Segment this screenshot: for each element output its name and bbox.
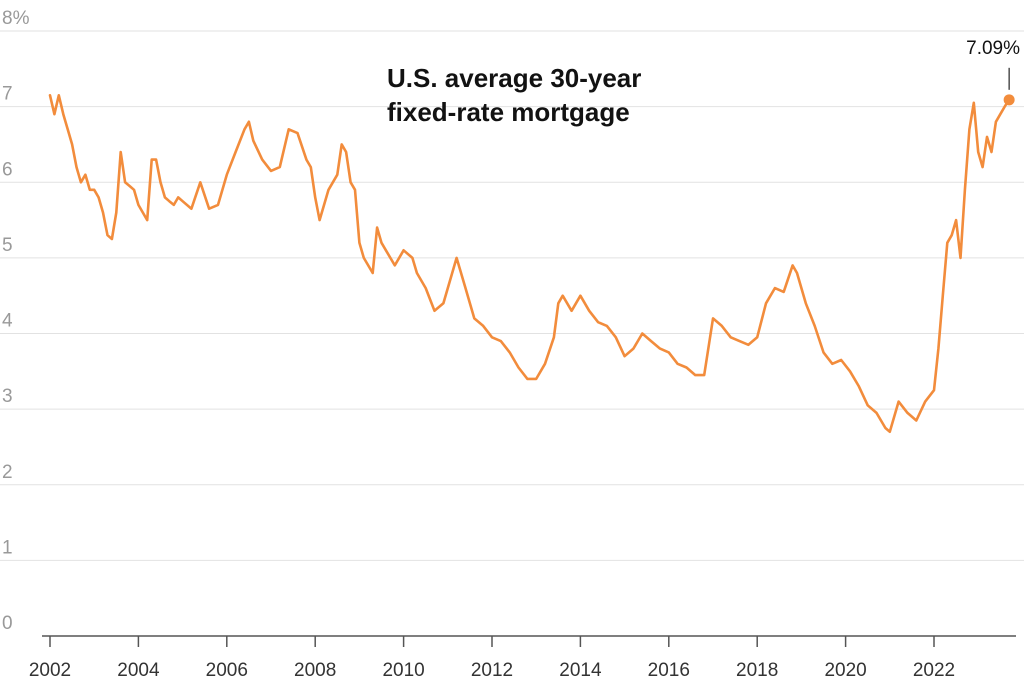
- y-tick-label: 3: [2, 386, 13, 407]
- y-axis-labels: 0 1 2 3 4 5 6 7 8%: [2, 8, 30, 634]
- y-tick-label: 5: [2, 235, 13, 256]
- y-tick-label: 6: [2, 159, 13, 180]
- x-tick-label: 2002: [29, 660, 71, 681]
- x-tick-label: 2020: [824, 660, 866, 681]
- x-tick-label: 2014: [559, 660, 602, 681]
- x-tick-label: 2006: [206, 660, 248, 681]
- y-tick-label: 0: [2, 613, 13, 634]
- x-tick-label: 2008: [294, 660, 336, 681]
- y-tick-label: 4: [2, 311, 13, 332]
- chart-title-line-2: fixed-rate mortgage: [387, 97, 630, 127]
- x-tick-label: 2022: [913, 660, 955, 681]
- chart-title-line-1: U.S. average 30-year: [387, 63, 641, 93]
- y-tick-label: 1: [2, 537, 13, 558]
- x-tick-label: 2012: [471, 660, 513, 681]
- x-tick-label: 2004: [117, 660, 160, 681]
- x-tick-label: 2010: [382, 660, 424, 681]
- y-tick-label: 2: [2, 462, 13, 483]
- series-line-mortgage-rate: [48, 94, 1011, 434]
- end-value-label: 7.09%: [966, 38, 1020, 59]
- end-value-point: [1003, 94, 1015, 106]
- chart-title: U.S. average 30-year fixed-rate mortgage: [387, 63, 641, 127]
- y-tick-label: 8%: [2, 8, 30, 29]
- x-tick-label: 2016: [648, 660, 690, 681]
- y-tick-label: 7: [2, 84, 13, 105]
- x-tick-label: 2018: [736, 660, 778, 681]
- x-axis: 2002 2004 2006 2008 2010 2012 2014 2016 2018 2020…: [29, 635, 1016, 681]
- gridlines: [0, 30, 1024, 561]
